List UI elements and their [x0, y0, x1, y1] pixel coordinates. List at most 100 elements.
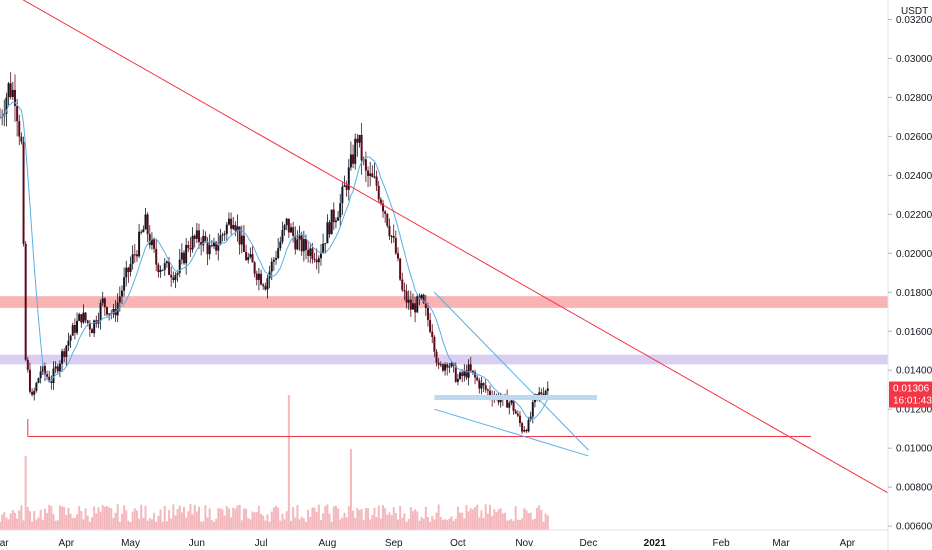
- x-tick-label: Apr: [840, 538, 856, 549]
- candle-body: [540, 392, 543, 395]
- candle-body: [227, 218, 230, 225]
- candle: [330, 209, 333, 235]
- y-tick-label: 0.02400: [896, 171, 932, 182]
- candle: [253, 260, 256, 278]
- volume-bar: [172, 504, 175, 530]
- volume-bar: [339, 519, 342, 530]
- volume-bar: [33, 511, 36, 530]
- volume-bar: [281, 513, 284, 530]
- volume-bar: [255, 512, 258, 530]
- candle: [221, 232, 224, 242]
- candle: [24, 241, 27, 362]
- candle-body: [437, 362, 440, 365]
- candle-body: [456, 378, 459, 382]
- volume-bar: [174, 515, 177, 530]
- candle: [193, 234, 196, 248]
- candle: [103, 297, 106, 317]
- candle-body: [161, 269, 164, 271]
- candle-body: [236, 226, 239, 231]
- volume-bar: [206, 517, 209, 530]
- candle-body: [168, 261, 171, 275]
- candle-body: [193, 235, 196, 239]
- candle: [153, 237, 156, 253]
- candlesticks: [0, 72, 549, 434]
- candle-body: [347, 167, 350, 190]
- candle-body: [5, 97, 8, 114]
- candle-body: [178, 259, 181, 273]
- candle-body: [131, 254, 134, 264]
- candle-body: [332, 209, 335, 223]
- volume-bar: [382, 505, 385, 530]
- candle: [22, 136, 25, 247]
- candle-body: [439, 364, 442, 366]
- candle-body: [518, 415, 521, 424]
- volume-bar: [317, 504, 320, 530]
- candle: [328, 220, 331, 238]
- ma-series: [0, 101, 549, 420]
- candle: [78, 312, 81, 322]
- candle-body: [531, 402, 534, 417]
- candle: [279, 236, 282, 251]
- candle-body: [307, 249, 310, 256]
- candle: [268, 265, 271, 289]
- candle-body: [431, 331, 434, 337]
- volume-bar: [512, 521, 515, 530]
- volume-bar: [43, 508, 46, 530]
- candle: [463, 364, 466, 382]
- price-axis[interactable]: 0.03200 0.03000 0.02800 0.02600 0.02400 0.022…: [887, 0, 932, 550]
- volume-bar: [313, 507, 316, 530]
- volume-bar: [253, 512, 256, 530]
- candle-body: [384, 211, 387, 214]
- volume-bar: [533, 518, 536, 530]
- volume-bar: [108, 507, 111, 530]
- candle-body: [474, 372, 477, 378]
- volume-bar: [371, 515, 374, 530]
- volume-bar: [193, 504, 196, 530]
- candle: [326, 214, 329, 244]
- volume-bar: [538, 505, 541, 530]
- candle-body: [260, 273, 263, 285]
- candle: [91, 327, 94, 334]
- volume-bar: [409, 507, 412, 530]
- volume-bar: [377, 505, 380, 530]
- x-tick-label: Apr: [59, 538, 75, 549]
- volume-bar: [67, 507, 70, 530]
- candle-body: [195, 230, 198, 239]
- candle-body: [514, 410, 517, 414]
- candle-body: [153, 239, 156, 249]
- candle-body: [272, 259, 275, 262]
- candle-body: [56, 366, 59, 372]
- candle: [58, 360, 61, 378]
- candle: [373, 162, 376, 179]
- candle-body: [426, 308, 429, 321]
- volume-bar: [373, 507, 376, 530]
- volume-bar: [388, 512, 391, 530]
- candle-body: [58, 363, 61, 372]
- time-axis[interactable]: Mar Apr May Jun Jul Aug Sep Oct Nov Dec 2021 Feb Mar…: [0, 529, 888, 549]
- volume-bar: [9, 513, 12, 530]
- candle-body: [157, 264, 160, 273]
- candle-body: [478, 380, 481, 389]
- volume-bar: [499, 508, 502, 530]
- volume-bar: [101, 505, 104, 530]
- candle-body: [28, 369, 31, 392]
- candle: [482, 382, 485, 392]
- candle-body: [544, 391, 547, 395]
- volume-bar: [302, 518, 305, 530]
- volume-bar: [234, 508, 237, 530]
- volume-bar: [501, 513, 504, 530]
- candle: [510, 399, 513, 406]
- candle: [456, 373, 459, 386]
- last-price-tag: 0.01306 16:01:43: [889, 381, 932, 408]
- volume-bar: [217, 508, 220, 530]
- candle: [242, 224, 245, 253]
- candle-body: [510, 400, 513, 403]
- candle-body: [208, 245, 211, 255]
- candle-body: [450, 363, 453, 367]
- volume-bar: [362, 520, 365, 530]
- volume-bar: [7, 519, 10, 530]
- volume-bar: [298, 519, 301, 530]
- candle: [431, 324, 434, 344]
- currency-label: USDT: [901, 6, 928, 17]
